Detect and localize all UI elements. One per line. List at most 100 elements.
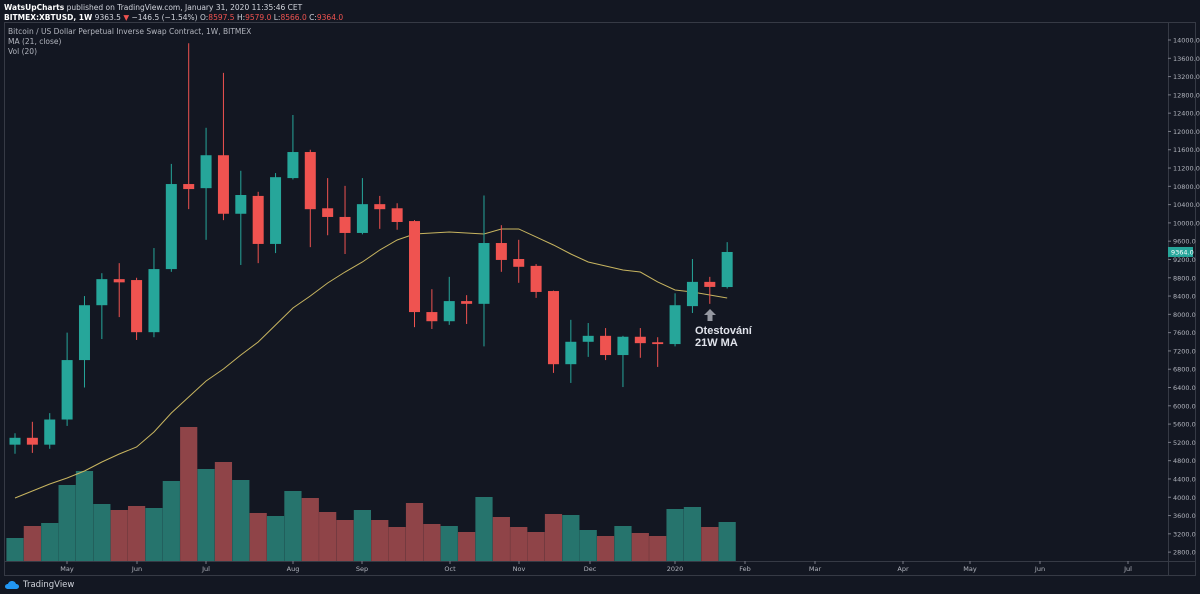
volume-bar	[75, 471, 94, 561]
candle-body	[617, 336, 629, 356]
candle-body	[304, 152, 316, 210]
x-tick-label: Jul	[201, 565, 210, 573]
candle-body	[513, 259, 525, 267]
y-tick-label: 10800.0	[1173, 183, 1200, 191]
y-tick-label: 9600.0	[1173, 238, 1196, 246]
volume-bar	[180, 427, 198, 561]
candle-body	[235, 195, 247, 214]
chart-frame	[4, 22, 1196, 576]
volume-bar	[58, 485, 76, 561]
symbol: BITMEX:XBTUSD, 1W	[4, 13, 93, 22]
candle-body	[565, 341, 577, 365]
y-tick-label: 6000.0	[1173, 402, 1196, 410]
x-tick-label: Mar	[809, 565, 822, 573]
y-tick-label: 3600.0	[1173, 512, 1196, 520]
ma-line	[14, 228, 728, 499]
volume-bar	[388, 527, 406, 561]
legend-vol[interactable]: Vol (20)	[8, 47, 38, 56]
y-tick-label: 6400.0	[1173, 384, 1196, 392]
x-tick-label: Nov	[513, 565, 526, 573]
volume-bar	[301, 498, 319, 561]
annotation-line1: Otestování	[695, 325, 752, 337]
annotation-line2: 21W MA	[695, 337, 738, 349]
volume-bar	[93, 504, 111, 561]
y-tick-label: 4800.0	[1173, 457, 1196, 465]
low-value: 8566.0	[280, 13, 307, 22]
tradingview-logo[interactable]: TradingView	[4, 580, 74, 590]
y-tick-label: 7200.0	[1173, 347, 1196, 355]
y-tick-label: 2800.0	[1173, 549, 1196, 557]
volume-bar	[527, 532, 545, 561]
volume-bar	[649, 536, 667, 561]
volume-bar	[23, 526, 41, 561]
y-tick-label: 13200.0	[1173, 73, 1200, 81]
x-tick-label: Oct	[444, 565, 456, 573]
y-tick-label: 8400.0	[1173, 293, 1196, 301]
candle-body	[26, 437, 38, 445]
y-tick-label: 6800.0	[1173, 366, 1196, 374]
y-tick-label: 12800.0	[1173, 91, 1200, 99]
volume-bar	[440, 526, 458, 561]
price-tag-label: 9364.0	[1171, 248, 1194, 256]
y-tick-label: 10400.0	[1173, 201, 1200, 209]
candle-body	[148, 269, 160, 333]
y-tick-label: 11200.0	[1173, 165, 1200, 173]
x-tick-label: Feb	[739, 565, 751, 573]
candle-body	[669, 305, 681, 345]
candle-body	[200, 155, 212, 189]
candle-body	[582, 335, 594, 342]
y-tick-label: 12400.0	[1173, 110, 1200, 118]
annotation: Otestování 21W MA	[695, 325, 752, 349]
volume-bar	[510, 527, 528, 561]
candle-body	[426, 312, 438, 322]
open-value: 8597.5	[208, 13, 235, 22]
volume-bar	[145, 508, 163, 561]
high-value: 9579.0	[245, 13, 272, 22]
x-tick-label: Jun	[131, 565, 142, 573]
x-tick-label: Jul	[1123, 565, 1132, 573]
y-tick-label: 7600.0	[1173, 329, 1196, 337]
volume-bar	[596, 536, 615, 561]
volume-bar	[579, 530, 597, 561]
close-value: 9364.0	[316, 13, 344, 22]
volume-bar	[458, 532, 476, 561]
y-tick-label: 5200.0	[1173, 439, 1196, 447]
x-tick-label: Aug	[287, 565, 300, 573]
volume-bar	[127, 506, 146, 561]
publish-text: published on TradingView.com, January 31…	[66, 3, 303, 12]
volume-bar	[666, 509, 684, 561]
volume-bar	[683, 507, 702, 561]
volume-bar	[197, 469, 215, 561]
volume-bar	[6, 538, 24, 561]
candle-body	[131, 280, 143, 333]
y-tick-label: 3200.0	[1173, 530, 1196, 538]
volume-bar	[631, 533, 649, 561]
symbol-bar: BITMEX:XBTUSD, 1W 9363.5 ▼ −146.5 (−1.54…	[4, 13, 343, 22]
legend-ma[interactable]: MA (21, close)	[8, 37, 62, 46]
volume-bar	[110, 510, 128, 561]
high-label: H:	[236, 13, 246, 22]
volume-bar	[371, 520, 389, 561]
close-label: C:	[309, 13, 317, 22]
x-tick-label: May	[963, 565, 977, 573]
open-label: O:	[199, 13, 209, 22]
candle-body	[634, 336, 646, 344]
author-name[interactable]: WatsUpCharts	[4, 3, 65, 12]
candle-body	[9, 437, 21, 445]
y-tick-label: 13600.0	[1173, 55, 1200, 63]
volume-bar	[475, 497, 493, 561]
volume-bar	[266, 516, 285, 561]
candle-body	[704, 281, 716, 287]
volume-bar	[614, 526, 632, 561]
volume-bar	[353, 510, 371, 561]
down-triangle-icon: ▼	[123, 13, 130, 22]
y-tick-label: 5600.0	[1173, 421, 1196, 429]
last-price: 9363.5	[94, 13, 121, 22]
candle-body	[61, 360, 73, 420]
x-tick-label: Dec	[584, 565, 597, 573]
y-tick-label: 8000.0	[1173, 311, 1196, 319]
candle-body	[374, 204, 386, 210]
candle-body	[270, 177, 282, 244]
y-tick-label: 12000.0	[1173, 128, 1200, 136]
